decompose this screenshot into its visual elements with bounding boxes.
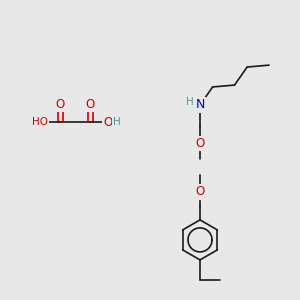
Text: HO: HO xyxy=(32,117,48,127)
Text: O: O xyxy=(103,116,112,128)
Text: N: N xyxy=(195,98,205,112)
Text: O: O xyxy=(195,137,205,150)
Text: H: H xyxy=(113,117,121,127)
Text: H: H xyxy=(186,97,194,107)
Text: O: O xyxy=(56,98,64,110)
Text: O: O xyxy=(195,185,205,198)
Text: O: O xyxy=(85,98,94,110)
